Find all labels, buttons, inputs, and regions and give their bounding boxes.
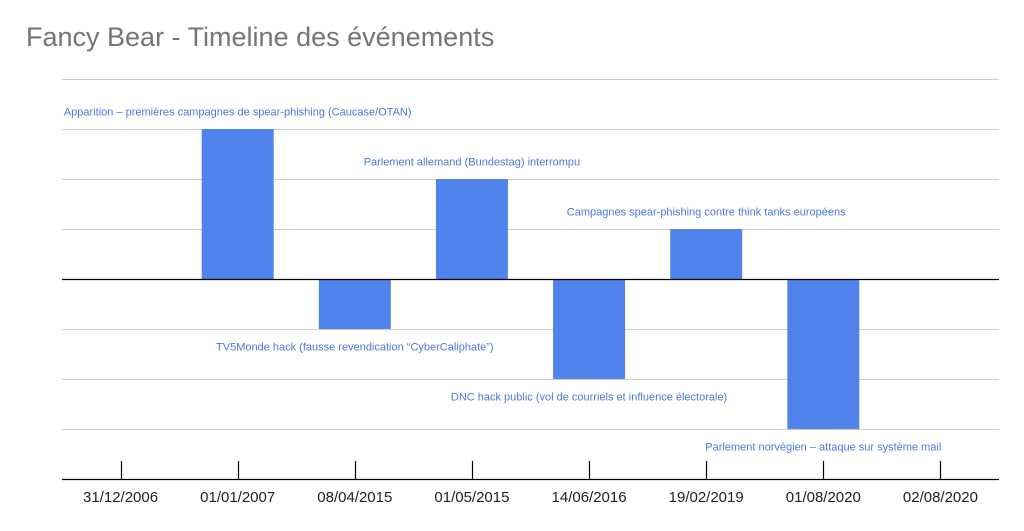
- x-tick-label: 01/01/2007: [200, 489, 275, 506]
- x-tick-label: 14/06/2016: [552, 489, 627, 506]
- axes: [62, 278, 999, 481]
- bar: [787, 279, 860, 429]
- bar: [553, 279, 626, 379]
- chart-title: Fancy Bear - Timeline des événements: [26, 22, 495, 52]
- x-tick-label: 01/05/2015: [434, 489, 509, 506]
- annotation-label: Campagnes spear-phishing contre think ta…: [567, 207, 846, 219]
- bars: [201, 129, 860, 429]
- bar: [435, 179, 508, 279]
- x-tick-label: 19/02/2019: [669, 489, 744, 506]
- x-tick-label: 01/08/2020: [786, 489, 861, 506]
- annotation-label: Apparition – premières campagnes de spea…: [64, 107, 412, 119]
- x-tick-labels: 31/12/2006 01/01/2007 08/04/2015 01/05/2015…: [83, 489, 978, 506]
- annotation-label: Parlement allemand (Bundestag) interromp…: [364, 157, 580, 169]
- x-tick-label: 08/04/2015: [317, 489, 392, 506]
- annotation-label: DNC hack public (vol de courriels et inf…: [451, 392, 727, 404]
- bar: [201, 129, 274, 279]
- x-tick-label: 31/12/2006: [83, 489, 158, 506]
- annotations: Apparition – premières campagnes de spea…: [64, 107, 941, 454]
- annotation-label: Parlement norvégien – attaque sur systèm…: [705, 442, 941, 454]
- bar: [318, 279, 391, 329]
- x-tick-label: 02/08/2020: [903, 489, 978, 506]
- bar: [670, 229, 743, 279]
- annotation-label: TV5Monde hack (fausse revendication “Cyb…: [216, 342, 494, 354]
